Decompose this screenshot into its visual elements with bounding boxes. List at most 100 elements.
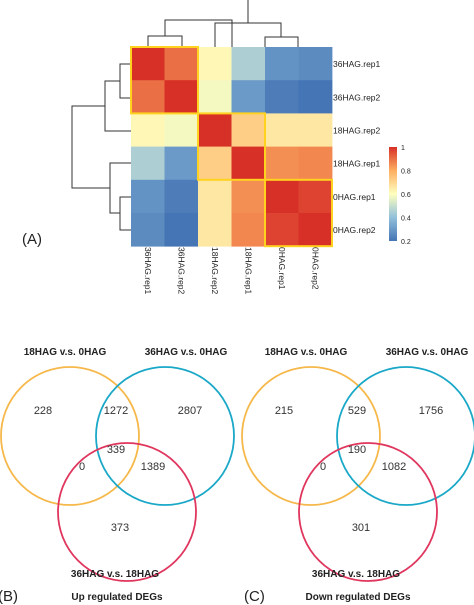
heatmap-cell: [198, 80, 232, 114]
heatmap-cell: [131, 179, 165, 214]
color-scale-legend: 1 0.8 0.6 0.4 0.2: [389, 145, 411, 246]
venn-region-count: 373: [111, 522, 129, 534]
heatmap-cell: [131, 47, 165, 81]
venn-region-count: 1272: [104, 405, 128, 417]
venn-region-count: 529: [348, 405, 366, 417]
venn-region-count: 190: [348, 444, 366, 456]
heatmap-cell: [164, 47, 199, 81]
venn-circle: [57, 442, 197, 582]
venn-caption: Down regulated DEGs: [305, 592, 410, 603]
venn-set-label: 36HAG v.s. 0HAG: [145, 347, 228, 358]
panel-label-a: (A): [22, 231, 42, 248]
heatmap-cell: [298, 113, 333, 147]
color-scale-bar: [389, 147, 397, 241]
heatmap-cell: [198, 113, 232, 147]
heatmap-cell: [198, 213, 232, 247]
venn-set-label: 36HAG v.s. 18HAG: [312, 569, 400, 580]
venn-circle: [95, 366, 235, 506]
heatmap-cell: [231, 80, 266, 114]
heatmap-cell: [265, 113, 299, 147]
venn-down-regulated: 18HAG v.s. 0HAG 36HAG v.s. 0HAG 36HAG v.s.…: [241, 347, 474, 603]
heatmap-cell: [231, 146, 266, 181]
venn-circle: [336, 366, 474, 506]
heatmap-cell: [265, 47, 299, 81]
color-scale-tick: 0.4: [401, 216, 411, 223]
heatmap-cell: [298, 80, 333, 114]
heatmap-cell: [231, 47, 266, 81]
column-label: 0HAG.rep2: [310, 247, 320, 290]
venn-region-count: 301: [352, 522, 370, 534]
row-label: 18HAG.rep2: [333, 126, 381, 136]
heatmap-cell: [231, 113, 266, 147]
venn-region-count: 339: [107, 444, 125, 456]
row-label: 36HAG.rep2: [333, 92, 381, 102]
column-dendrogram: [147, 0, 299, 47]
heatmap-cell: [265, 80, 299, 114]
heatmap-cell: [298, 213, 333, 247]
heatmap-cell: [131, 146, 165, 181]
heatmap-cell: [231, 179, 266, 214]
heatmap-cell: [198, 47, 232, 81]
heatmap-cell: [198, 179, 232, 214]
cluster-box: [130, 46, 199, 115]
heatmap-cell: [265, 179, 299, 214]
heatmap-cell: [131, 80, 165, 114]
heatmap-cell: [131, 213, 165, 247]
heatmap-cells: [131, 47, 333, 247]
venn-up-regulated: 18HAG v.s. 0HAG 36HAG v.s. 0HAG 36HAG v.s.…: [0, 347, 235, 603]
color-scale-ticks: 1 0.8 0.6 0.4 0.2: [401, 145, 411, 246]
venn-caption: Up regulated DEGs: [71, 592, 163, 603]
venn-circle: [0, 366, 140, 506]
panel-label-c: (C): [244, 588, 265, 605]
color-scale-tick: 0.8: [401, 169, 411, 176]
color-scale-tick: 0.6: [401, 192, 411, 199]
column-label: 18HAG.rep2: [210, 247, 220, 295]
venn-set-label: 36HAG v.s. 18HAG: [71, 569, 159, 580]
venn-circle: [241, 366, 381, 506]
column-label: 18HAG.rep1: [243, 247, 253, 295]
row-dendrogram: [71, 63, 131, 231]
venn-region-count: 0: [320, 461, 326, 473]
heatmap-cell: [298, 179, 333, 214]
row-labels: 36HAG.rep1 36HAG.rep2 18HAG.rep2 18HAG.rep1…: [333, 59, 381, 235]
heatmap-cell: [298, 146, 333, 181]
heatmap-cell: [164, 113, 199, 147]
heatmap-cell: [231, 213, 266, 247]
venn-region-count: 215: [275, 405, 293, 417]
heatmap-cell: [265, 146, 299, 181]
row-label: 18HAG.rep1: [333, 159, 381, 169]
venn-region-count: 2807: [178, 405, 202, 417]
cluster-box: [264, 178, 333, 248]
row-label: 36HAG.rep1: [333, 59, 381, 69]
cluster-box: [197, 112, 266, 181]
venn-set-label: 18HAG v.s. 0HAG: [265, 347, 348, 358]
row-label: 0HAG.rep2: [333, 225, 376, 235]
heatmap-cell: [164, 146, 199, 181]
panel-label-b: (B): [0, 588, 18, 605]
heatmap-cell: [298, 47, 333, 81]
column-label: 36HAG.rep2: [176, 247, 186, 295]
venn-region-count: 0: [79, 461, 85, 473]
column-label: 36HAG.rep1: [143, 247, 153, 295]
venn-region-count: 1756: [419, 405, 443, 417]
column-label: 0HAG.rep1: [277, 247, 287, 290]
heatmap-panel: 36HAG.rep1 36HAG.rep2 18HAG.rep2 18HAG.rep1…: [22, 0, 411, 295]
venn-region-count: 1082: [382, 461, 406, 473]
heatmap-cell: [164, 80, 199, 114]
column-labels: 36HAG.rep1 36HAG.rep2 18HAG.rep2 18HAG.rep1…: [143, 247, 321, 295]
cluster-highlights: [130, 46, 333, 248]
heatmap-cell: [164, 179, 199, 214]
color-scale-tick: 1: [401, 145, 405, 152]
venn-circle: [298, 442, 438, 582]
heatmap-cell: [164, 213, 199, 247]
color-scale-tick: 0.2: [401, 239, 411, 246]
heatmap-cell: [198, 146, 232, 181]
venn-set-label: 36HAG v.s. 0HAG: [386, 347, 469, 358]
row-label: 0HAG.rep1: [333, 192, 376, 202]
heatmap-cell: [265, 213, 299, 247]
heatmap-cell: [131, 113, 165, 147]
venn-set-label: 18HAG v.s. 0HAG: [24, 347, 107, 358]
venn-region-count: 228: [34, 405, 52, 417]
venn-region-count: 1389: [141, 461, 165, 473]
